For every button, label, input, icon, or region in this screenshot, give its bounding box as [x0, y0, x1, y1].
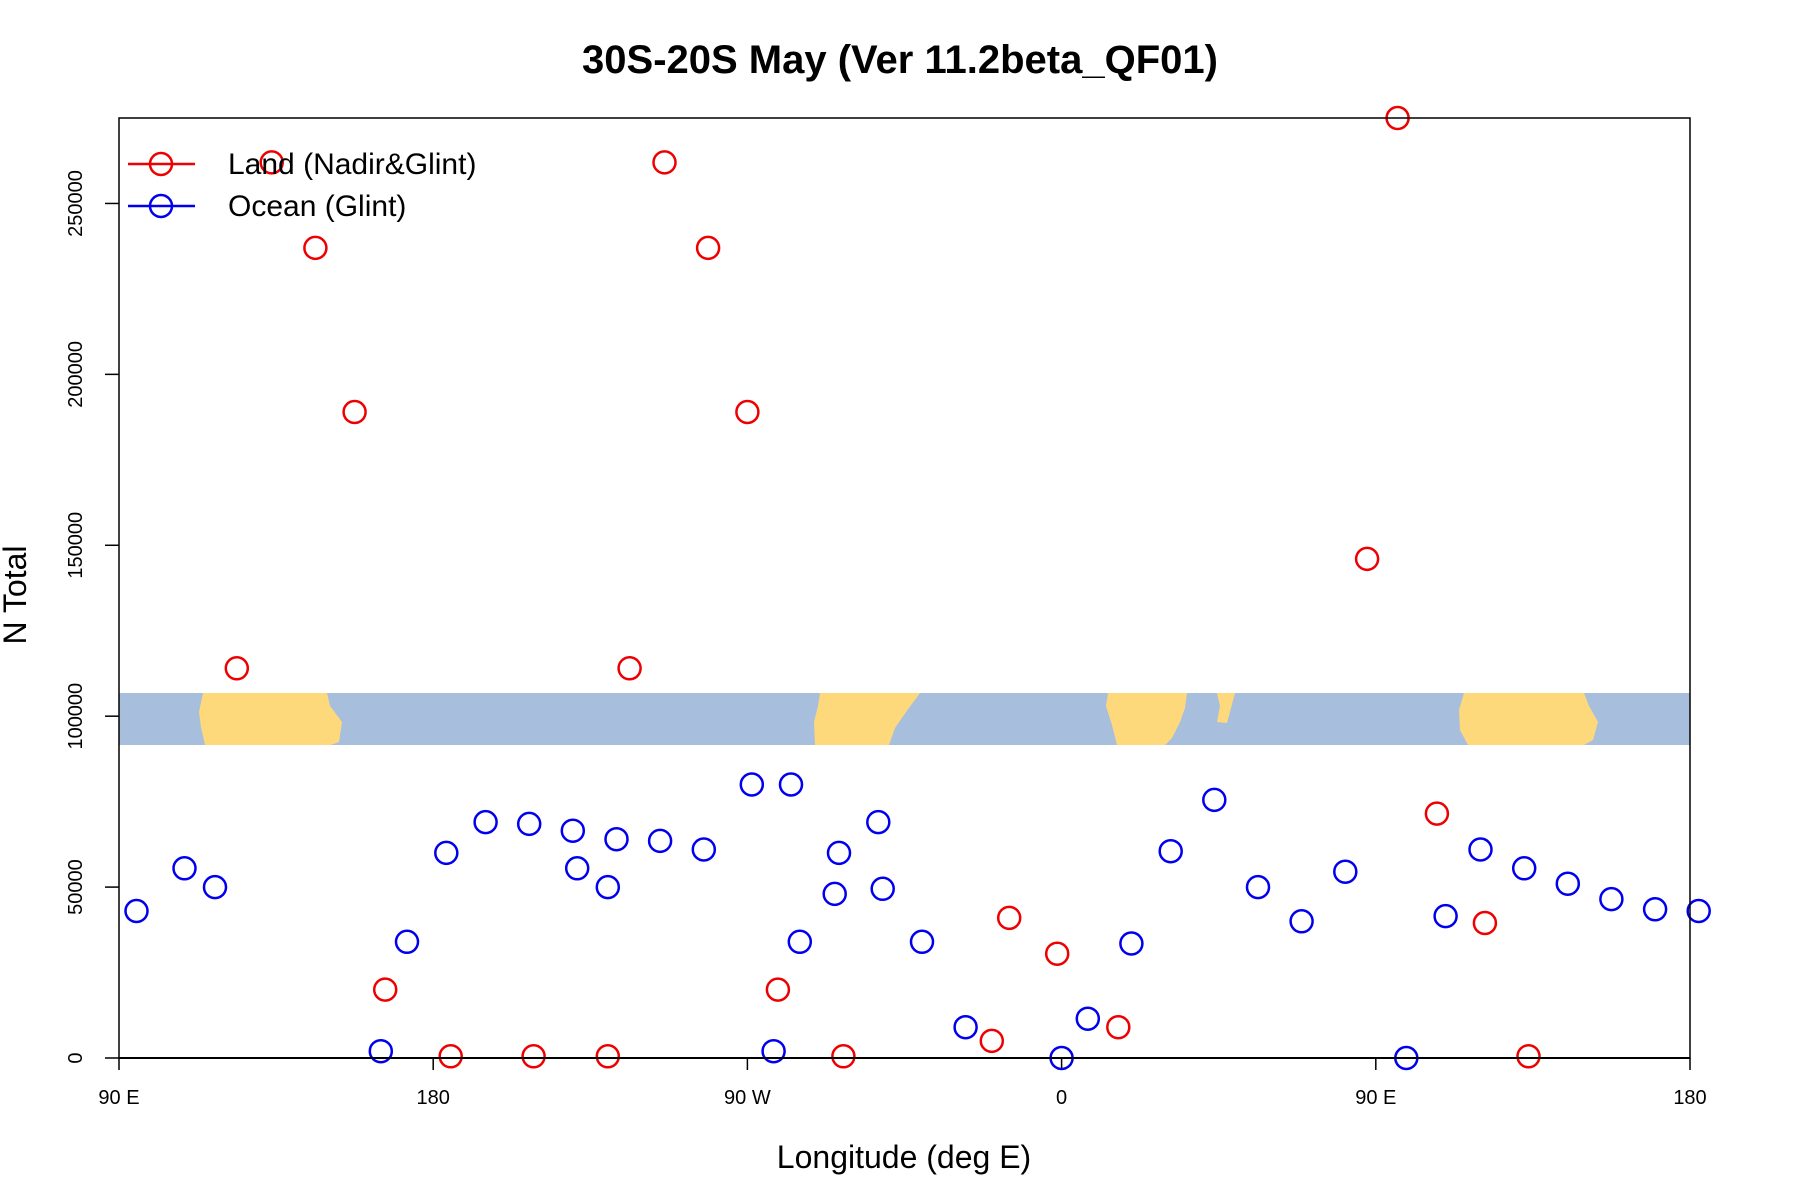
y-tick-label: 100000 — [65, 683, 87, 750]
plot-frame — [118, 117, 1691, 1059]
map-land — [199, 693, 342, 745]
point-ocean — [172, 856, 197, 881]
map-land — [1459, 693, 1598, 745]
point-ocean — [202, 874, 228, 900]
point-ocean — [1511, 856, 1537, 881]
point-land — [303, 235, 328, 261]
point-ocean — [1333, 859, 1358, 884]
legend: Land (Nadir&Glint) Ocean (Glint) — [128, 148, 476, 223]
point-land — [765, 977, 791, 1002]
point-ocean — [787, 929, 813, 955]
point-ocean — [595, 874, 621, 900]
point-ocean — [564, 856, 590, 881]
point-ocean — [953, 1014, 978, 1040]
point-land — [342, 399, 367, 425]
point-land — [259, 150, 284, 175]
point-ocean — [1433, 903, 1458, 929]
point-ocean — [739, 772, 765, 797]
x-tick-label: 90 E — [98, 1087, 139, 1109]
y-tick-label: 150000 — [65, 512, 87, 579]
x-tick-label: 180 — [417, 1087, 450, 1109]
point-ocean — [473, 809, 498, 835]
y-tick-label: 0 — [65, 1052, 87, 1063]
point-land — [1516, 1044, 1541, 1069]
map-land — [1217, 693, 1235, 723]
legend-ocean-label: Ocean (Glint) — [228, 190, 406, 223]
point-ocean — [560, 818, 586, 843]
point-ocean — [1202, 787, 1227, 813]
point-ocean — [647, 828, 673, 854]
y-axis: 0 50000 100000 150000 200000 250000 — [65, 170, 119, 1064]
y-tick-label: 250000 — [65, 170, 87, 237]
point-land — [652, 150, 677, 175]
point-ocean — [1119, 931, 1144, 956]
point-land — [831, 1044, 856, 1069]
point-ocean — [124, 898, 149, 924]
point-land — [1354, 546, 1380, 572]
point-land — [1424, 801, 1450, 826]
point-ocean — [1642, 897, 1668, 922]
point-ocean — [604, 826, 629, 852]
chart-title: 30S-20S May (Ver 11.2beta_QF01) — [582, 38, 1218, 82]
point-ocean — [866, 809, 891, 835]
point-ocean — [1245, 874, 1271, 900]
point-ocean — [1686, 898, 1711, 924]
point-ocean — [1555, 871, 1581, 896]
point-land — [735, 399, 760, 425]
point-land — [617, 656, 642, 681]
point-ocean — [761, 1038, 786, 1064]
point-ocean — [909, 929, 935, 955]
point-land — [372, 977, 398, 1002]
point-ocean — [826, 840, 852, 866]
point-land — [996, 905, 1022, 931]
point-ocean — [870, 876, 895, 902]
point-ocean — [434, 840, 459, 866]
map-strip — [119, 693, 1690, 745]
point-ocean — [368, 1038, 394, 1064]
point-land — [1472, 910, 1498, 936]
point-land — [438, 1044, 463, 1069]
x-tick-label: 180 — [1673, 1087, 1706, 1109]
legend-land-label: Land (Nadir&Glint) — [228, 148, 476, 181]
x-tick-label: 90 W — [724, 1087, 771, 1109]
point-ocean — [1289, 909, 1314, 934]
point-ocean — [822, 881, 847, 907]
point-ocean — [691, 837, 717, 862]
point-land — [521, 1044, 546, 1069]
point-land — [1044, 941, 1070, 966]
x-tick-label: 90 E — [1355, 1087, 1396, 1109]
data-points — [124, 105, 1711, 1071]
x-tick-label: 0 — [1056, 1087, 1067, 1109]
map-land — [1106, 693, 1187, 745]
y-tick-label: 200000 — [65, 341, 87, 408]
y-axis-label: N Total — [0, 545, 33, 644]
point-ocean — [1599, 886, 1624, 912]
point-land — [595, 1044, 621, 1069]
legend-ocean-marker — [148, 193, 174, 219]
point-ocean — [1468, 837, 1493, 862]
point-ocean — [516, 811, 542, 837]
point-ocean — [394, 929, 420, 955]
point-land — [695, 235, 721, 261]
legend-land-marker — [148, 151, 174, 177]
point-ocean — [778, 772, 804, 797]
point-land — [1106, 1014, 1131, 1040]
point-ocean — [1075, 1006, 1101, 1031]
map-land — [814, 693, 920, 745]
y-tick-label: 50000 — [65, 859, 87, 915]
x-axis: 90 E 180 90 W 0 90 E 180 — [98, 1058, 1707, 1109]
point-ocean — [1158, 838, 1183, 864]
x-axis-label: Longitude (deg E) — [777, 1139, 1031, 1175]
point-land — [224, 656, 250, 681]
point-land — [979, 1028, 1005, 1054]
